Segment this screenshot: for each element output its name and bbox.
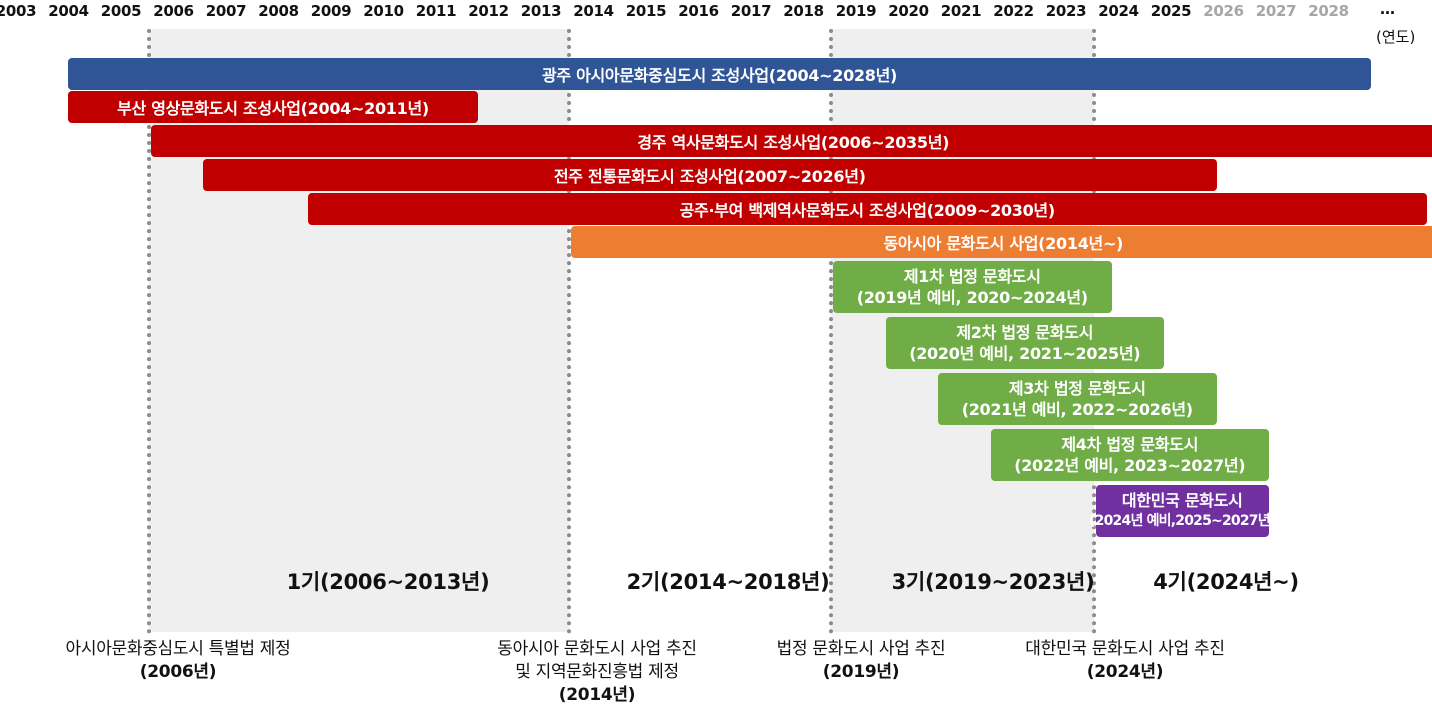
period-label: 4기(2024년~)	[1153, 570, 1299, 594]
year-tick-label: 2028	[1308, 2, 1349, 20]
program-bar-period: (2020년 예비, 2021~2025년)	[909, 344, 1141, 363]
program-bar-period: (2021년 예비, 2022~2026년)	[961, 400, 1193, 419]
program-bar: 부산 영상문화도시 조성사업(2004~2011년)	[68, 91, 478, 123]
program-bar: 공주·부여 백제역사문화도시 조성사업(2009~2030년)	[308, 193, 1427, 225]
year-tick-label: 2014	[573, 2, 614, 20]
year-tick-label: 2004	[48, 2, 89, 20]
program-bar-title: 제4차 법정 문화도시	[1061, 435, 1199, 454]
axis-ellipsis: …	[1380, 0, 1395, 18]
program-bar: 제1차 법정 문화도시 (2019년 예비, 2020~2024년)	[833, 261, 1112, 313]
program-bar: 제3차 법정 문화도시 (2021년 예비, 2022~2026년)	[938, 373, 1217, 425]
program-bar-title: 전주 전통문화도시 조성사업(2007~2026년)	[553, 167, 866, 186]
program-bar: 광주 아시아문화중심도시 조성사업(2004~2028년)	[68, 58, 1371, 90]
period-divider-line	[566, 29, 571, 634]
milestone-year: (2019년)	[822, 662, 900, 682]
milestone-year: (2014년)	[558, 685, 636, 705]
milestone-label: 대한민국 문화도시 사업 추진 (2024년)	[975, 638, 1275, 684]
milestone-year: (2006년)	[139, 662, 217, 682]
year-tick-label: 2011	[415, 2, 457, 20]
year-tick-label: 2003	[0, 2, 37, 20]
program-bar-title: 부산 영상문화도시 조성사업(2004~2011년)	[117, 99, 429, 118]
period-divider-line	[146, 29, 151, 634]
year-tick-label: 2013	[520, 2, 562, 20]
milestone-label: 법정 문화도시 사업 추진 (2019년)	[711, 638, 1011, 684]
program-bar-title: 경주 역사문화도시 조성사업(2006~2035년)	[637, 133, 950, 152]
year-tick-label: 2007	[205, 2, 247, 20]
program-bar: 제2차 법정 문화도시 (2020년 예비, 2021~2025년)	[885, 317, 1164, 369]
milestone-description: 동아시아 문화도시 사업 추진	[497, 639, 697, 659]
program-bar: 대한민국 문화도시 (2024년 예비,2025~2027년)	[1089, 485, 1276, 537]
year-tick-label: 2024	[1098, 2, 1139, 20]
milestone-description: 대한민국 문화도시 사업 추진	[1025, 639, 1225, 659]
milestone-description: 아시아문화중심도시 특별법 제정	[65, 639, 291, 659]
year-tick-label: 2023	[1045, 2, 1087, 20]
program-bar-title: 공주·부여 백제역사문화도시 조성사업(2009~2030년)	[679, 201, 1056, 220]
program-bar: 제4차 법정 문화도시 (2022년 예비, 2023~2027년)	[990, 429, 1269, 481]
program-bar-period: (2019년 예비, 2020~2024년)	[856, 288, 1088, 307]
year-tick-label: 2012	[468, 2, 509, 20]
period-label: 1기(2006~2013년)	[286, 570, 490, 594]
program-bar: 전주 전통문화도시 조성사업(2007~2026년)	[203, 159, 1217, 191]
program-bar: 경주 역사문화도시 조성사업(2006~2035년)	[150, 125, 1432, 157]
year-tick-label: 2008	[258, 2, 299, 20]
year-tick-label: 2019	[835, 2, 877, 20]
year-tick-label: 2005	[100, 2, 142, 20]
program-bar-title: 제1차 법정 문화도시	[903, 267, 1041, 286]
program-bar-title: 제2차 법정 문화도시	[956, 323, 1094, 342]
year-tick-label: 2017	[730, 2, 772, 20]
year-tick-label: 2018	[783, 2, 824, 20]
axis-unit-label: (연도)	[1376, 28, 1416, 46]
milestone-year: (2024년)	[1086, 662, 1164, 682]
year-tick-label: 2022	[993, 2, 1034, 20]
period-label: 2기(2014~2018년)	[626, 570, 830, 594]
year-tick-label: 2009	[310, 2, 352, 20]
year-tick-label: 2010	[363, 2, 404, 20]
period-divider-line	[829, 29, 833, 634]
program-bar-title: 광주 아시아문화중심도시 조성사업(2004~2028년)	[541, 66, 898, 85]
year-tick-label: 2016	[678, 2, 719, 20]
year-tick-label: 2006	[153, 2, 194, 20]
program-bar-title: 동아시아 문화도시 사업(2014년~)	[883, 234, 1124, 253]
program-bar: 동아시아 문화도시 사업(2014년~)	[570, 226, 1432, 258]
program-bar-title: 제3차 법정 문화도시	[1008, 379, 1146, 398]
year-tick-label: 2025	[1150, 2, 1192, 20]
milestone-description: 및 지역문화진흥법 제정	[515, 662, 679, 682]
year-tick-label: 2026	[1203, 2, 1244, 20]
year-tick-label: 2021	[940, 2, 982, 20]
program-bar-title: 대한민국 문화도시	[1121, 491, 1243, 510]
year-tick-label: 2015	[625, 2, 667, 20]
milestone-description: 법정 문화도시 사업 추진	[776, 639, 946, 659]
program-bar-period: (2022년 예비, 2023~2027년)	[1014, 456, 1246, 475]
year-tick-label: 2020	[888, 2, 929, 20]
milestone-label: 아시아문화중심도시 특별법 제정 (2006년)	[28, 638, 328, 684]
period-label: 3기(2019~2023년)	[891, 570, 1095, 594]
program-bar-period: (2024년 예비,2025~2027년)	[1089, 513, 1276, 529]
year-tick-label: 2027	[1255, 2, 1297, 20]
